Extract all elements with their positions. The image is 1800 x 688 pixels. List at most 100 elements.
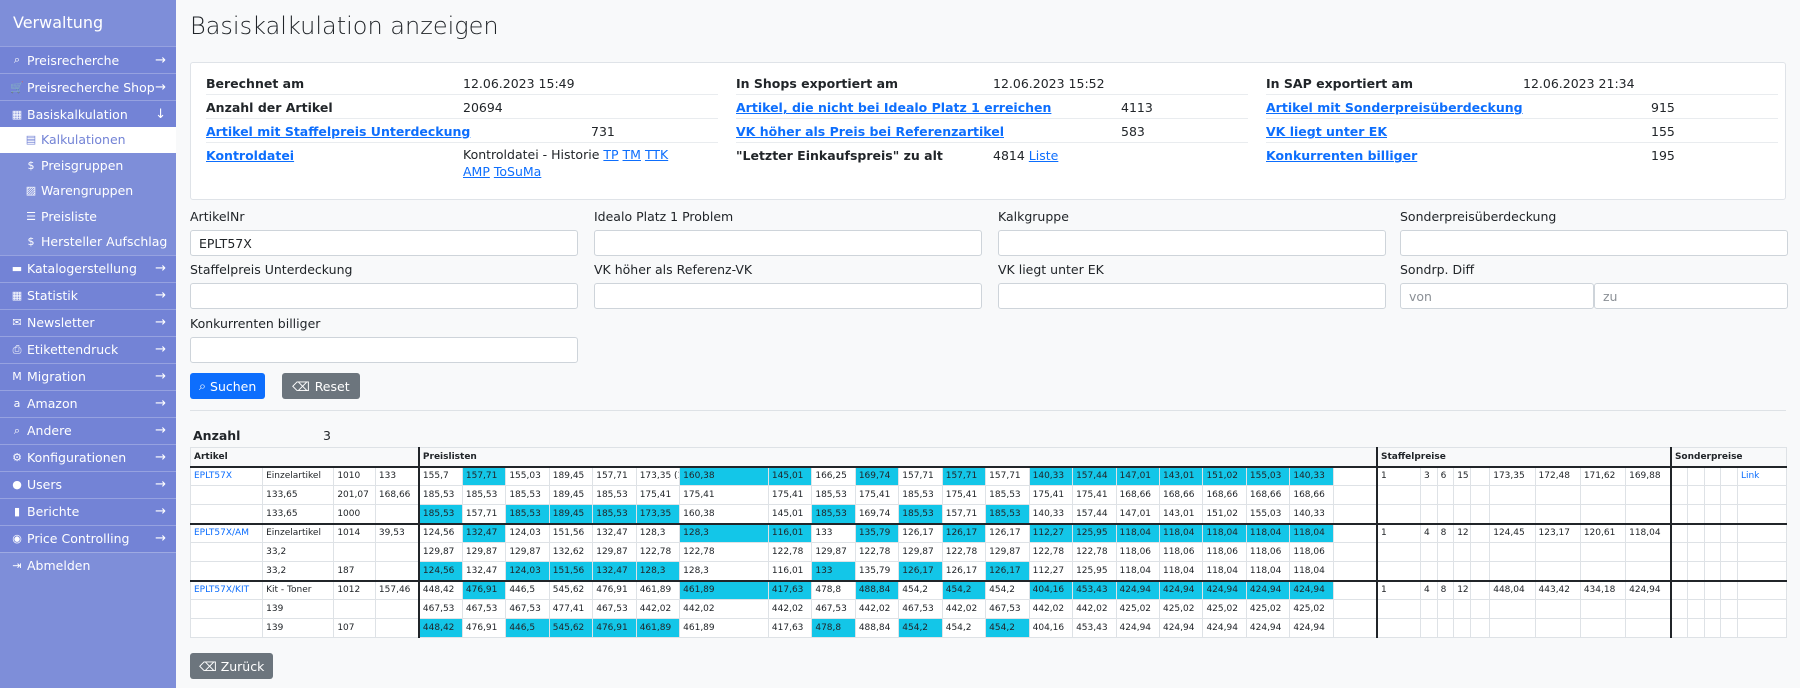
logout-icon: ⇥ bbox=[12, 559, 22, 572]
staffel-empty-cell bbox=[1453, 504, 1471, 524]
sonder-empty-cell bbox=[1736, 485, 1787, 505]
back-button[interactable]: ⌫ Zurück bbox=[190, 653, 274, 679]
price-cell: 168,66 bbox=[1158, 485, 1204, 505]
sidebar-item-items2-6[interactable]: ⌕ Andere → bbox=[0, 416, 176, 444]
vk-unter-ek-link[interactable]: VK liegt unter EK bbox=[1266, 124, 1388, 139]
sidebar-item-label: Migration bbox=[27, 369, 86, 384]
kalkgruppe-input[interactable] bbox=[998, 230, 1386, 256]
sidebar-subitem-4[interactable]: $ Hersteller Aufschlag bbox=[0, 229, 176, 255]
price-cell: 168,66 bbox=[1245, 485, 1291, 505]
sidebar-item-items2-2[interactable]: ✉ Newsletter → bbox=[0, 308, 176, 336]
staffel-input[interactable] bbox=[190, 283, 578, 309]
reset-button[interactable]: ⌫ Reset bbox=[282, 373, 360, 399]
price-cell: 126,17 bbox=[985, 561, 1030, 581]
sonderpreis-ueberdeckung-link[interactable]: Artikel mit Sonderpreisüberdeckung bbox=[1266, 100, 1523, 115]
sidebar-item-label: Users bbox=[27, 477, 63, 492]
vkref-input[interactable] bbox=[594, 283, 982, 309]
price-cell: 185,53 bbox=[811, 504, 856, 524]
article-info-cell: 168,66 bbox=[374, 485, 420, 505]
summary-col-3: In SAP exportiert am 12.06.2023 21:34 Art… bbox=[1266, 71, 1778, 175]
staffel-empty-cell bbox=[1534, 599, 1581, 619]
staffel-spacer-cell bbox=[1469, 579, 1491, 600]
table-row: EPLT57X/KIT Kit - Toner 1012 157,46 448,42 47… bbox=[189, 579, 1787, 600]
sidebar-item-items2-7[interactable]: ⚙ Konfigurationen → bbox=[0, 443, 176, 471]
sap-exported-value: 12.06.2023 21:34 bbox=[1523, 76, 1635, 91]
history-tm-link[interactable]: TM bbox=[622, 147, 641, 162]
sidebar-item-items2-8[interactable]: ● Users → bbox=[0, 470, 176, 498]
kontroldatei-link[interactable]: Kontroldatei bbox=[206, 148, 295, 163]
staffel-qty-cell: 1 bbox=[1375, 465, 1421, 486]
konkurrenten-billiger-link[interactable]: Konkurrenten billiger bbox=[1266, 148, 1418, 163]
price-cell: 124,03 bbox=[505, 561, 550, 581]
sidebar-brand[interactable]: Verwaltung bbox=[13, 13, 104, 32]
price-cell: 122,78 bbox=[679, 542, 769, 562]
search-button[interactable]: ⌕ Suchen bbox=[190, 373, 266, 399]
sonderpreis-input[interactable] bbox=[1400, 230, 1788, 256]
konk-input[interactable] bbox=[190, 337, 578, 363]
price-cell: 488,84 bbox=[854, 618, 900, 638]
price-cell: 132,47 bbox=[461, 561, 507, 581]
vkref-field: VK höher als Referenz-VK bbox=[594, 262, 982, 309]
staffel-empty-cell bbox=[1469, 504, 1491, 524]
price-cell: 118,04 bbox=[1115, 522, 1160, 543]
article-link[interactable]: EPLT57X/KIT bbox=[194, 585, 250, 596]
price-cell: 467,53 bbox=[985, 599, 1030, 619]
sidebar-item-label: Newsletter bbox=[27, 315, 95, 330]
idealo-input[interactable] bbox=[594, 230, 982, 256]
staffel-field: Staffelpreis Unterdeckung bbox=[190, 262, 578, 309]
last-purchase-list-link[interactable]: Liste bbox=[1028, 148, 1059, 163]
history-tosuma-link[interactable]: ToSuMa bbox=[493, 164, 542, 179]
price-cell: 118,04 bbox=[1245, 522, 1291, 543]
sidebar-item-items2-4[interactable]: M Migration → bbox=[0, 362, 176, 390]
history-amp-link[interactable]: AMP bbox=[463, 164, 490, 179]
sidebar-item-items-2[interactable]: ▦ Basiskalkulation ↓ bbox=[0, 100, 176, 127]
staffel-empty-cell bbox=[1419, 618, 1438, 638]
history-ttk-link[interactable]: TTK bbox=[644, 147, 669, 162]
sidebar-subitem-2[interactable]: ▨ Warengruppen bbox=[0, 178, 176, 204]
article-link[interactable]: EPLT57X/AM bbox=[194, 528, 249, 539]
sidebar-item-items-1[interactable]: 🛒 Preisrecherche Shop → bbox=[0, 73, 176, 100]
artikelnr-input[interactable] bbox=[190, 230, 578, 256]
sidebar-item-items2-9[interactable]: ▮ Berichte → bbox=[0, 497, 176, 525]
price-cell: 175,41 bbox=[854, 485, 900, 505]
article-info-cell: 1012 bbox=[333, 579, 376, 600]
price-cell: 151,56 bbox=[548, 561, 594, 581]
sonder-link[interactable]: Link bbox=[1740, 471, 1760, 482]
sonderpreis-field: Sonderpreisüberdeckung bbox=[1400, 209, 1788, 256]
sonder-empty-cell bbox=[1736, 618, 1787, 638]
article-link[interactable]: EPLT57X bbox=[194, 471, 233, 482]
staffel-qty-cell: 4 bbox=[1419, 522, 1438, 543]
header-staffelpreise: Staffelpreise bbox=[1375, 447, 1672, 467]
staffel-empty-cell bbox=[1419, 599, 1438, 619]
staffel-qty-cell: 12 bbox=[1453, 579, 1471, 600]
article-info-cell: 33,2 bbox=[262, 542, 335, 562]
sidebar-item-items2-0[interactable]: ▬ Katalogerstellung → bbox=[0, 254, 176, 282]
price-cell: 140,33 bbox=[1028, 465, 1074, 486]
result-count-label: Anzahl bbox=[193, 428, 241, 443]
logout-link[interactable]: ⇥ Abmelden bbox=[0, 551, 176, 579]
vk-reference-link[interactable]: VK höher als Preis bei Referenzartikel bbox=[736, 124, 1004, 139]
sondrp-to-input[interactable] bbox=[1594, 283, 1788, 309]
staffelpreis-unterdeckung-link[interactable]: Artikel mit Staffelpreis Unterdeckung bbox=[206, 124, 471, 139]
sonder-empty-cell bbox=[1720, 522, 1738, 543]
price-cell: 454,2 bbox=[985, 618, 1030, 638]
sidebar-item-items2-5[interactable]: a Amazon → bbox=[0, 389, 176, 417]
price-cell: 461,89 bbox=[635, 579, 681, 600]
sidebar-subitem-1[interactable]: $ Preisgruppen bbox=[0, 152, 176, 178]
sidebar-item-items2-3[interactable]: ⎙ Etikettendruck → bbox=[0, 335, 176, 363]
article-info-cell: 133,65 bbox=[262, 485, 335, 505]
history-tp-link[interactable]: TP bbox=[603, 147, 619, 162]
sidebar-subitem-3[interactable]: ☰ Preisliste bbox=[0, 203, 176, 229]
price-cell: 404,16 bbox=[1028, 618, 1074, 638]
sondrp-from-input[interactable] bbox=[1400, 283, 1594, 309]
sonder-link-cell: Link bbox=[1736, 465, 1787, 486]
idealo-problem-link[interactable]: Artikel, die nicht bei Idealo Platz 1 er… bbox=[736, 100, 1052, 115]
price-cell: 118,04 bbox=[1289, 561, 1334, 581]
image-icon: ▨ bbox=[25, 184, 37, 198]
sidebar-subitem-0[interactable]: ▤ Kalkulationen bbox=[0, 127, 176, 153]
vkek-input[interactable] bbox=[998, 283, 1386, 309]
sidebar-item-items-0[interactable]: ⌕ Preisrecherche → bbox=[0, 46, 176, 73]
sidebar-item-items2-10[interactable]: ◉ Price Controlling → bbox=[0, 524, 176, 552]
price-cell: 126,17 bbox=[941, 561, 987, 581]
sidebar-item-items2-1[interactable]: ▦ Statistik → bbox=[0, 281, 176, 309]
